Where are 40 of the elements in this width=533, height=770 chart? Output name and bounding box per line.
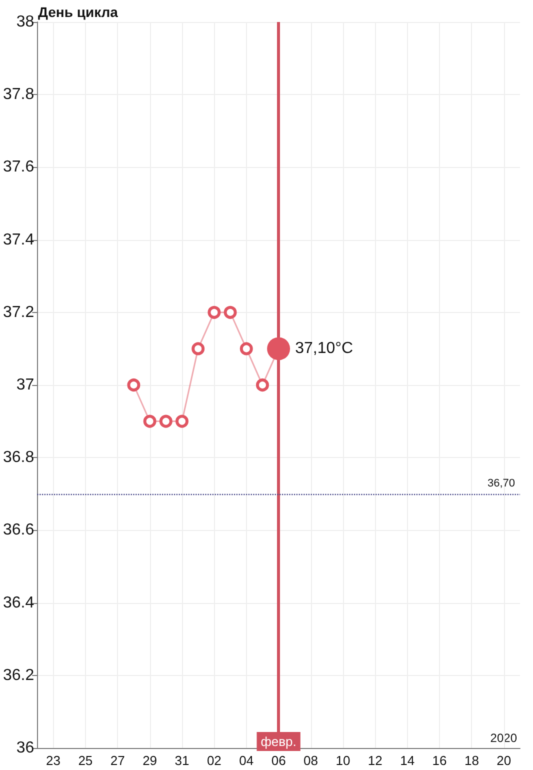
- ref-line-label: февр.: [260, 734, 296, 749]
- annotation: 2020: [490, 731, 518, 745]
- x-tick-label: 29: [142, 753, 158, 768]
- x-tick-label: 18: [464, 753, 479, 768]
- x-tick-label: 06: [271, 753, 286, 768]
- point: [208, 306, 221, 319]
- y-tick-label: 37.8: [3, 86, 34, 104]
- y-tick-label: 37: [16, 376, 34, 394]
- point: [224, 306, 237, 319]
- point: [143, 414, 156, 428]
- x-tick-label: 12: [368, 753, 382, 768]
- x-tick-label: 10: [336, 753, 350, 768]
- x-tick-label: 04: [239, 753, 254, 768]
- x-tick-label: 02: [206, 753, 222, 768]
- x-tick-label: 14: [400, 753, 415, 768]
- point: [240, 342, 253, 356]
- x-tick-label: 27: [110, 753, 125, 768]
- y-tick-label: 36.8: [3, 449, 34, 466]
- x-tick-label: 08: [304, 753, 318, 768]
- x-tick-label: 20: [496, 753, 512, 768]
- y-tick-label: 36: [16, 740, 34, 756]
- data-label: 37,10°C: [295, 340, 354, 358]
- y-tick-label: 36.4: [3, 594, 34, 612]
- y-tick-label: 38: [16, 14, 34, 30]
- chart-title: День цикла: [38, 4, 118, 20]
- point: [159, 414, 172, 428]
- ref-line-label: 36,70: [487, 477, 515, 490]
- point: [176, 414, 188, 428]
- x-tick-label: 16: [432, 753, 447, 768]
- point: [192, 342, 205, 356]
- x-tick-label: 25: [78, 753, 93, 768]
- y-tick-label: 37.6: [3, 158, 34, 176]
- x-tick-label: 31: [174, 753, 190, 768]
- y-tick-label: 36.6: [3, 522, 34, 539]
- y-tick-label: 37.2: [3, 304, 34, 321]
- y-tick-label: 36.2: [3, 666, 34, 684]
- y-tick-label: 37.4: [3, 231, 34, 248]
- x-tick-label: 23: [46, 753, 60, 768]
- point: [127, 378, 140, 392]
- point: [256, 378, 269, 392]
